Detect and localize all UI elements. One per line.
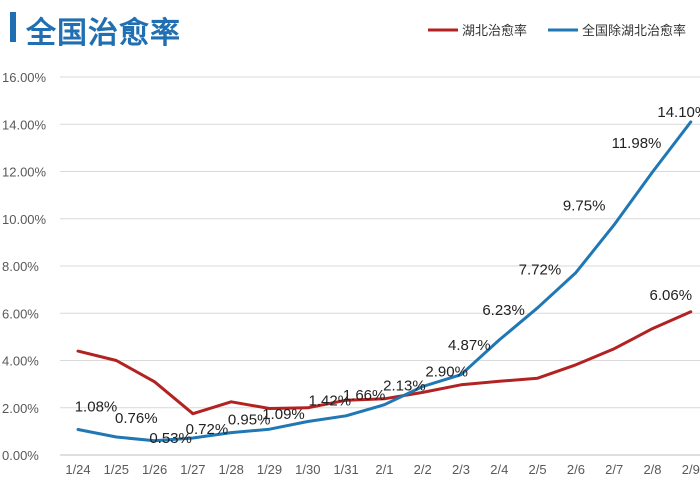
x-tick-label: 2/6 [567,462,585,477]
x-tick-label: 1/28 [219,462,244,477]
data-label: 14.10% [657,104,700,121]
data-label: 0.95% [228,412,271,429]
y-tick-label: 4.00% [2,354,39,369]
legend-label-hubei: 湖北治愈率 [462,23,527,39]
legend-label-national-ex-hubei: 全国除湖北治愈率 [582,23,686,39]
x-tick-label: 1/27 [180,462,205,477]
y-tick-label: 16.00% [2,70,47,85]
x-tick-label: 2/3 [452,462,470,477]
y-tick-label: 10.00% [2,212,47,227]
x-tick-label: 2/5 [529,462,547,477]
chart-title: 全国治愈率 [26,16,181,51]
x-tick-label: 1/29 [257,462,282,477]
y-tick-label: 8.00% [2,259,39,274]
x-tick-label: 2/7 [605,462,623,477]
data-label: 1.09% [262,406,305,423]
x-tick-label: 1/31 [333,462,358,477]
data-label: 1.66% [343,387,386,404]
y-tick-label: 12.00% [2,165,47,180]
data-label: 1.08% [75,398,118,415]
data-label: 4.87% [448,337,491,354]
x-tick-label: 1/24 [65,462,90,477]
x-tick-label: 2/9 [682,462,700,477]
title-accent-bar [10,12,16,42]
y-tick-label: 0.00% [2,448,39,463]
data-label: 11.98% [612,135,662,152]
data-label: 1.42% [309,392,352,409]
data-label: 0.53% [149,430,192,447]
y-tick-label: 6.00% [2,306,39,321]
data-label: 2.13% [383,378,426,395]
data-label: 0.76% [115,410,158,427]
series-line-hubei [76,310,693,416]
x-tick-label: 2/8 [643,462,661,477]
x-tick-label: 2/2 [414,462,432,477]
x-tick-label: 1/25 [104,462,129,477]
x-tick-label: 1/26 [142,462,167,477]
series-line-national-ex-hubei [76,120,693,443]
data-label: 6.06% [650,287,693,304]
data-label: 6.23% [482,302,525,319]
y-tick-label: 14.00% [2,117,47,132]
x-tick-label: 1/30 [295,462,320,477]
x-tick-label: 2/1 [375,462,393,477]
data-label: 9.75% [563,198,606,215]
data-label: 0.72% [186,421,229,438]
x-tick-label: 2/4 [490,462,508,477]
y-tick-label: 2.00% [2,401,39,416]
data-label: 7.72% [519,262,562,279]
data-label: 2.90% [425,363,468,380]
